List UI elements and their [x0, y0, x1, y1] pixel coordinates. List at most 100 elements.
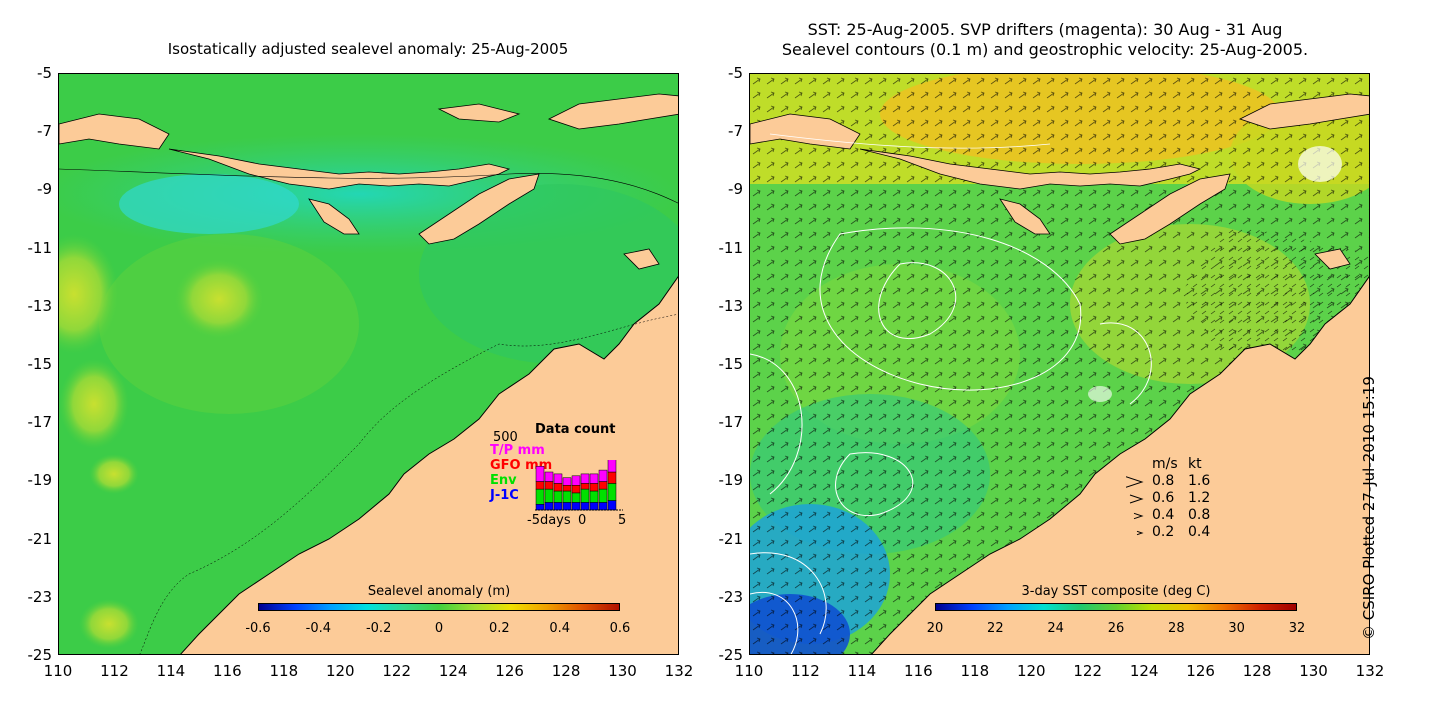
axis-tick-label: 116	[213, 662, 242, 680]
axis-tick-label: -17	[27, 413, 53, 432]
axis-tick-label: -5	[37, 64, 52, 82]
sla-colorbar-title: Sealevel anomaly (m)	[367, 584, 511, 599]
inset-bar-segment	[589, 483, 599, 492]
axis-tick-label: 120	[325, 662, 355, 680]
axis-tick-label: 110	[43, 662, 73, 680]
inset-series-label: Env	[490, 473, 517, 488]
australia-land	[871, 275, 1369, 654]
axis-tick-label: -23	[27, 587, 53, 606]
inset-bar-segment	[544, 502, 554, 511]
axis-tick-label: 130	[1299, 662, 1328, 680]
inset-x-end: 5	[618, 513, 627, 528]
colorbar-tick-label: 0	[434, 621, 444, 636]
axis-tick-label: 130	[608, 662, 637, 680]
axis-tick-label: 112	[100, 662, 129, 680]
velocity-kt-value: 0.8	[1188, 507, 1211, 523]
velocity-kt-value: 1.6	[1188, 473, 1211, 489]
axis-tick-label: -9	[37, 180, 52, 199]
axis-tick-label: -17	[718, 413, 744, 432]
sst-map[interactable]	[749, 73, 1370, 655]
inset-bar-segment	[535, 466, 545, 482]
inset-max-label: 500	[493, 430, 518, 445]
velocity-kt-value: 1.2	[1188, 490, 1211, 506]
axis-tick-label: -19	[27, 471, 53, 490]
colorbar-tick-label: -0.6	[245, 621, 271, 636]
axis-tick-label: -19	[718, 471, 744, 490]
plot-credit: © CSIRO Plotted 27-Jul-2010 15:19	[1360, 376, 1378, 640]
axis-tick-label: -15	[718, 355, 744, 373]
inset-series-label: T/P mm	[490, 443, 545, 458]
axis-tick-label: 120	[1016, 662, 1046, 680]
inset-bar-segment	[553, 473, 563, 484]
left-map-title: Isostatically adjusted sealevel anomaly:…	[167, 40, 569, 58]
inset-bar-segment	[580, 488, 590, 503]
axis-tick-label: 124	[438, 662, 468, 680]
colorbar-tick-label: 26	[1107, 621, 1125, 636]
inset-bar-segment	[571, 475, 581, 486]
axis-tick-label: 124	[1129, 662, 1159, 680]
inset-bar-segment	[544, 488, 554, 503]
axis-tick-label: 132	[1355, 662, 1385, 680]
velocity-arrow-icon	[1129, 494, 1144, 504]
sst-canvas	[750, 74, 1369, 654]
inset-bar-segment	[544, 481, 554, 490]
colorbar-tick-label: 32	[1288, 621, 1306, 636]
inset-bar-segment	[598, 488, 608, 503]
velocity-header-kt: kt	[1188, 456, 1202, 472]
axis-tick-label: 126	[495, 662, 524, 680]
inset-bar-segment	[535, 488, 545, 505]
inset-bar-segment	[598, 502, 608, 511]
inset-x-zero: 0	[578, 513, 587, 528]
colorbar-tick-label: 30	[1228, 621, 1245, 636]
axis-tick-label: -25	[27, 646, 53, 664]
axis-tick-label: 118	[269, 662, 299, 680]
sealevel-anomaly-map[interactable]	[58, 73, 679, 655]
axis-tick-label: 110	[734, 662, 764, 680]
velocity-ms-value: 0.6	[1152, 490, 1175, 506]
velocity-ms-value: 0.8	[1152, 473, 1175, 489]
inset-bar-segment	[598, 481, 608, 490]
axis-tick-label: -11	[27, 238, 53, 257]
inset-bar-segment	[580, 483, 590, 490]
axis-tick-label: 122	[1073, 662, 1103, 680]
inset-title: Data count	[535, 422, 616, 437]
inset-bar-segment	[589, 473, 599, 484]
velocity-kt-value: 0.4	[1188, 524, 1211, 540]
inset-bar-segment	[535, 481, 545, 490]
axis-tick-label: -11	[718, 238, 744, 257]
inset-bar-segment	[562, 502, 572, 511]
colorbar-tick-label: 0.4	[549, 621, 570, 636]
inset-bar-segment	[607, 471, 617, 484]
inset-bar-segment	[589, 490, 599, 503]
axis-tick-label: -7	[37, 122, 52, 141]
sst-colorbar	[935, 603, 1297, 611]
axis-tick-label: -23	[718, 587, 744, 606]
velocity-arrow-icon	[1136, 530, 1144, 536]
inset-bar-segment	[580, 502, 590, 511]
velocity-header-ms: m/s	[1152, 456, 1178, 472]
inset-bar-segment	[607, 483, 617, 501]
inset-bar-segment	[562, 485, 572, 492]
velocity-ms-value: 0.4	[1152, 507, 1175, 523]
inset-x-start: -5days	[527, 513, 571, 528]
inset-bar-segment	[580, 473, 590, 484]
axis-tick-label: 114	[847, 662, 877, 680]
colorbar-tick-label: 20	[926, 621, 944, 636]
inset-bar-segment	[544, 471, 554, 482]
colorbar-tick-label: 0.6	[609, 621, 631, 636]
colorbar-tick-label: -0.2	[365, 621, 392, 636]
inset-bar-segment	[562, 490, 572, 503]
sst-colorbar-title: 3-day SST composite (deg C)	[1021, 584, 1211, 599]
inset-bar-segment	[571, 502, 581, 511]
velocity-ms-value: 0.2	[1152, 524, 1175, 540]
australia-land	[180, 275, 678, 654]
inset-bar-segment	[571, 492, 581, 503]
colorbar-tick-label: 22	[987, 621, 1004, 636]
inset-series-label: J-1C	[490, 488, 519, 503]
inset-bar-segment	[553, 502, 563, 511]
axis-tick-label: -25	[718, 646, 744, 664]
velocity-arrow-icon	[1126, 476, 1144, 488]
axis-tick-label: 122	[382, 662, 412, 680]
axis-tick-label: -9	[728, 180, 743, 199]
axis-tick-label: 114	[156, 662, 186, 680]
